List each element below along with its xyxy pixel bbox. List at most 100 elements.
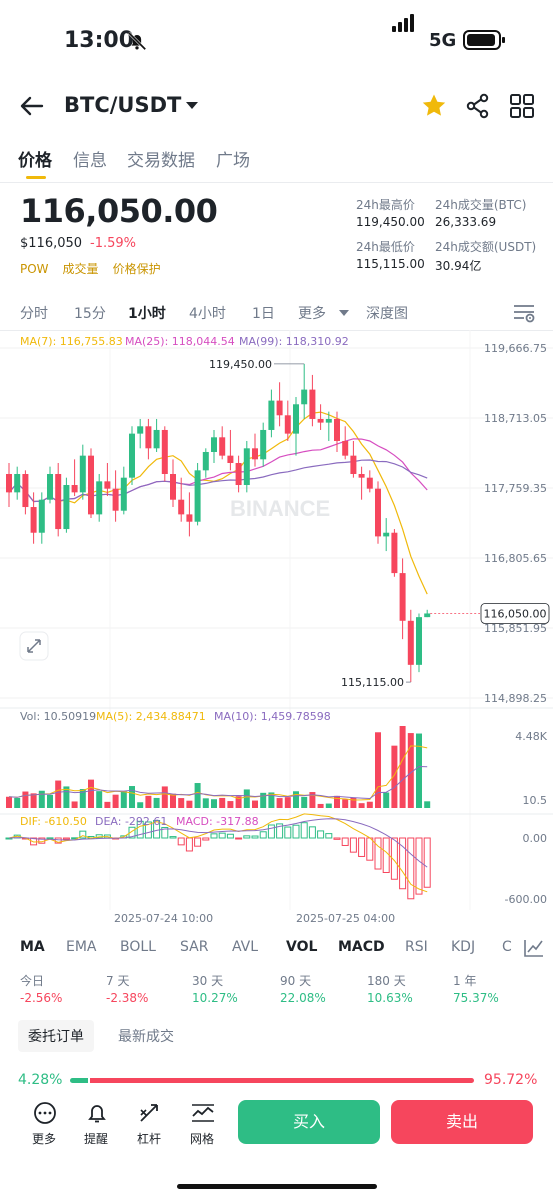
- candle: [63, 485, 70, 530]
- candle: [30, 507, 37, 533]
- alert-label[interactable]: 提醒: [84, 1132, 109, 1146]
- header: BTC/USDT: [0, 82, 553, 132]
- indicator-boll[interactable]: BOLL: [120, 939, 156, 955]
- tag-volume[interactable]: 成交量: [62, 262, 99, 276]
- price-axis-label: 117,759.35: [484, 482, 547, 495]
- macd-histogram-bar: [333, 837, 341, 840]
- candle: [342, 440, 349, 456]
- leverage-label[interactable]: 杠杆: [137, 1132, 162, 1146]
- favorite-star-icon[interactable]: [420, 92, 448, 120]
- price-axis-label: 119,666.75: [484, 342, 547, 355]
- macd-histogram-bar: [144, 821, 152, 839]
- share-icon[interactable]: [464, 92, 492, 120]
- indicator-c[interactable]: C: [502, 939, 512, 955]
- macd-histogram-bar: [161, 826, 169, 839]
- macd-histogram-bar: [358, 837, 366, 857]
- more-icon[interactable]: [32, 1102, 58, 1124]
- indicator-ema[interactable]: EMA: [66, 939, 97, 955]
- candle: [6, 474, 12, 493]
- volume-bar: [170, 793, 176, 808]
- main-tabs: 价格 信息 交易数据 广场: [0, 140, 553, 182]
- candlestick-chart[interactable]: 119,666.75 118,713.05 117,759.35 116,805.65…: [0, 330, 553, 930]
- macd-histogram-bar: [390, 837, 398, 880]
- bell-icon[interactable]: [84, 1102, 110, 1124]
- grid-icon[interactable]: [508, 92, 536, 120]
- chevron-down-icon[interactable]: [186, 102, 198, 109]
- interval-4h[interactable]: 4小时: [189, 306, 226, 322]
- volume-bar: [399, 726, 406, 808]
- volume-bar: [243, 789, 250, 808]
- indicator-avl[interactable]: AVL: [232, 939, 259, 955]
- candle: [301, 389, 308, 405]
- macd-histogram-bar: [382, 837, 390, 873]
- tag-pow[interactable]: POW: [20, 262, 49, 276]
- macd-histogram-bar: [218, 832, 226, 839]
- macd-histogram-bar: [276, 823, 284, 839]
- candle: [96, 481, 103, 515]
- volume-bar: [309, 792, 316, 808]
- macd-histogram-bar: [423, 837, 431, 888]
- volume-bar: [22, 791, 29, 808]
- network-label: 5G: [429, 30, 457, 51]
- stat-value: 30.94亿: [435, 259, 482, 273]
- performance-label: 7 天: [106, 974, 130, 988]
- price-axis-label: 114,898.25: [484, 692, 547, 705]
- depth-chart-tab[interactable]: 深度图: [366, 306, 408, 322]
- volume-bar: [260, 792, 267, 808]
- tab-order-book[interactable]: 委托订单: [18, 1020, 94, 1052]
- volume-bar: [38, 790, 45, 808]
- candle: [145, 426, 152, 449]
- grid-trading-icon[interactable]: [190, 1102, 216, 1124]
- interval-15m[interactable]: 15分: [74, 306, 106, 322]
- sell-ratio: 95.72%: [484, 1072, 538, 1088]
- indicator-settings-icon[interactable]: [523, 938, 545, 958]
- interval-1h[interactable]: 1小时: [128, 306, 166, 322]
- expand-icon[interactable]: [19, 631, 49, 661]
- candle: [375, 488, 381, 537]
- price-axis-label: 116,805.65: [484, 552, 547, 565]
- indicator-vol[interactable]: VOL: [286, 939, 318, 955]
- macd-histogram-bar: [399, 837, 407, 890]
- volume-bar: [334, 795, 340, 808]
- volume-bar: [383, 792, 390, 808]
- interval-line[interactable]: 分时: [20, 306, 48, 322]
- indicator-macd[interactable]: MACD: [338, 939, 385, 955]
- indicator-ma[interactable]: MA: [20, 939, 45, 955]
- tab-recent-trades[interactable]: 最新成交: [118, 1029, 174, 1045]
- indicator-kdj[interactable]: KDJ: [451, 939, 476, 955]
- more-label[interactable]: 更多: [32, 1132, 57, 1146]
- tab-trading-data[interactable]: 交易数据: [127, 151, 195, 171]
- back-arrow-icon[interactable]: [18, 92, 46, 120]
- chevron-down-icon[interactable]: [339, 310, 349, 316]
- pair-selector[interactable]: BTC/USDT: [64, 93, 182, 117]
- volume-bar: [145, 795, 152, 808]
- indicator-rsi[interactable]: RSI: [405, 939, 428, 955]
- candle: [186, 514, 193, 522]
- volume-bar: [14, 797, 21, 808]
- leverage-icon[interactable]: [137, 1102, 163, 1124]
- macd-line: [8, 818, 428, 868]
- macd-histogram-bar: [235, 837, 243, 840]
- interval-1d[interactable]: 1日: [252, 306, 275, 322]
- performance-label: 90 天: [280, 974, 312, 988]
- candle: [178, 499, 185, 515]
- volume-bar: [366, 801, 373, 808]
- tab-square[interactable]: 广场: [216, 151, 250, 171]
- macd-histogram-bar: [202, 837, 210, 841]
- buy-button[interactable]: 买入: [238, 1100, 380, 1144]
- sell-button[interactable]: 卖出: [391, 1100, 533, 1144]
- tab-price[interactable]: 价格: [18, 151, 52, 171]
- interval-more[interactable]: 更多: [298, 306, 326, 322]
- buy-ratio-bar: [70, 1078, 88, 1083]
- tab-info[interactable]: 信息: [73, 151, 107, 171]
- candle: [120, 477, 127, 511]
- volume-bar: [424, 801, 431, 808]
- performance-value: 22.08%: [280, 991, 326, 1005]
- tag-price-protection[interactable]: 价格保护: [112, 262, 161, 276]
- grid-label[interactable]: 网格: [190, 1132, 215, 1146]
- volume-bar: [358, 803, 365, 808]
- indicator-sar[interactable]: SAR: [180, 939, 209, 955]
- stat-value: 26,333.69: [435, 215, 497, 229]
- volume-bar: [268, 792, 275, 808]
- chart-settings-icon[interactable]: [512, 302, 536, 324]
